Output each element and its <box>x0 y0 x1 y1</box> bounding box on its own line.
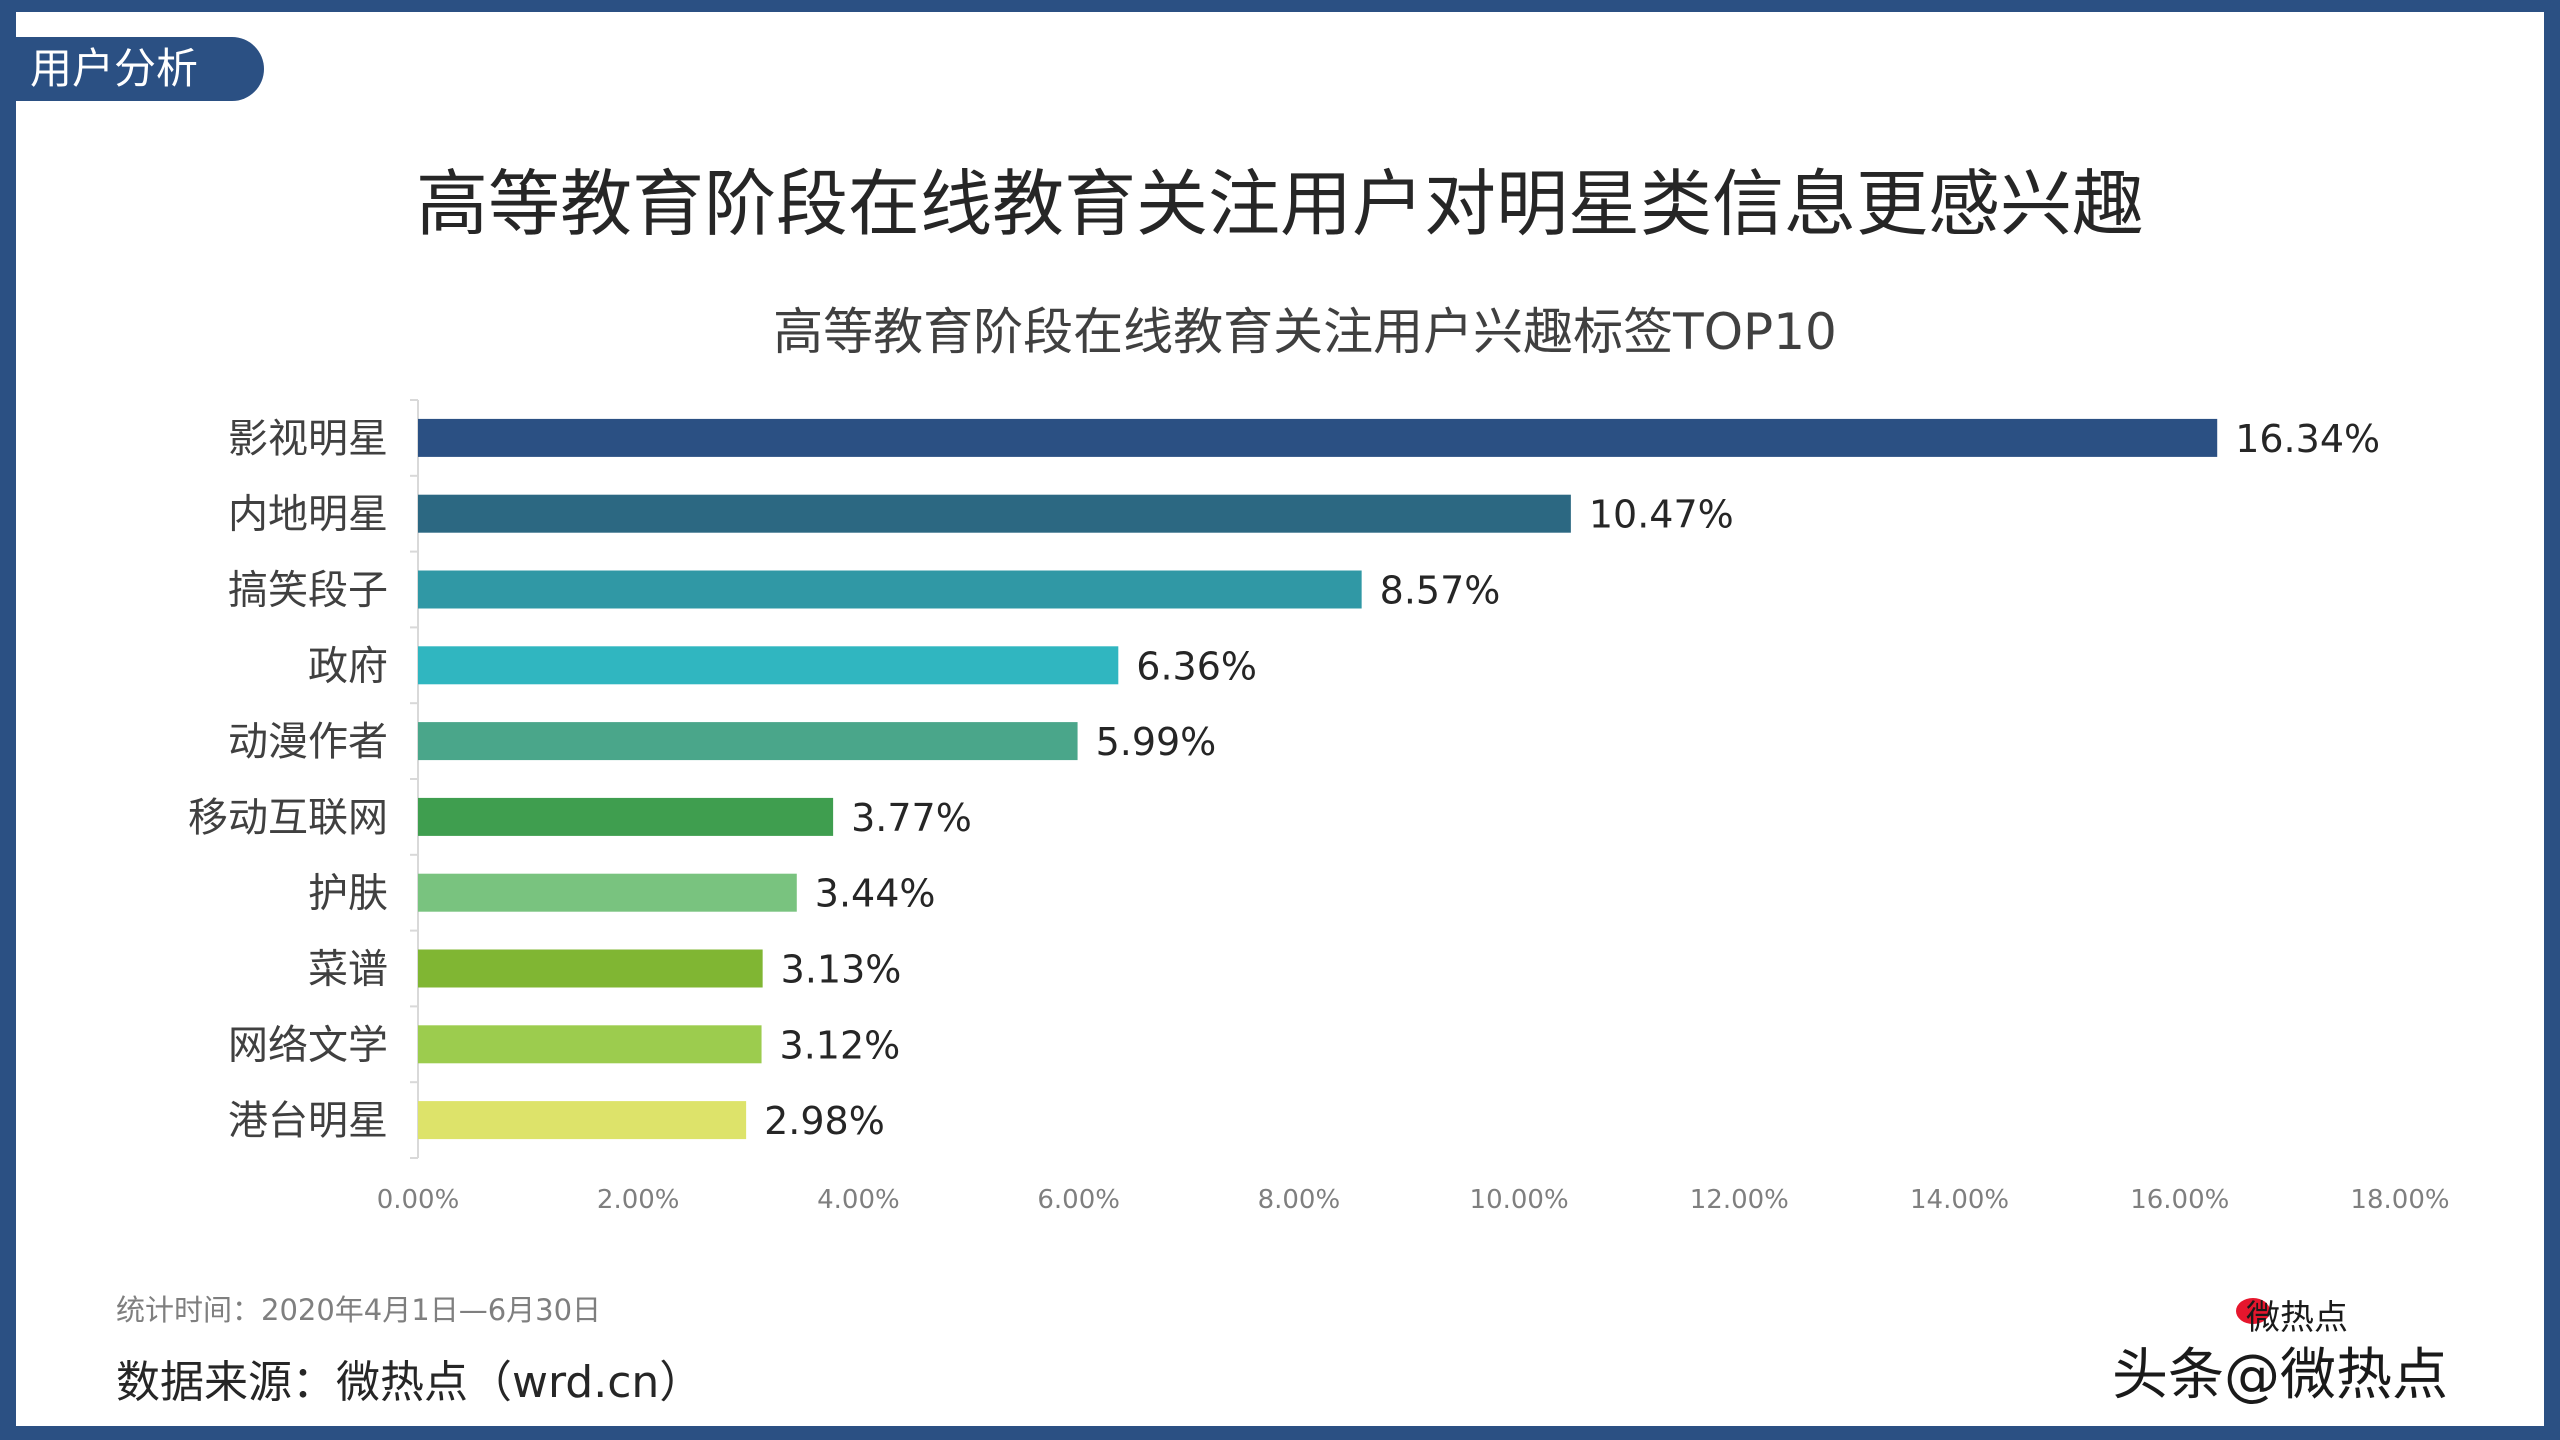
weibo-logo-icon <box>2236 1298 2270 1324</box>
bar <box>418 722 1078 761</box>
bar <box>418 949 763 988</box>
value-label: 10.47% <box>1589 493 1734 537</box>
bar <box>418 646 1119 685</box>
category-label: 菜谱 <box>308 947 388 993</box>
category-label: 搞笑段子 <box>228 568 388 614</box>
category-label: 移动互联网 <box>188 795 388 841</box>
bar <box>418 1101 747 1140</box>
value-label: 3.12% <box>780 1023 901 1067</box>
value-label: 3.44% <box>815 872 936 916</box>
x-tick-label: 18.00% <box>2350 1185 2449 1215</box>
slide-frame <box>16 12 2544 1426</box>
category-label: 港台明星 <box>228 1098 388 1144</box>
value-label: 3.13% <box>781 948 902 992</box>
watermark: 头条@微热点 <box>2112 1343 2448 1408</box>
x-tick-label: 12.00% <box>1690 1185 1789 1215</box>
page-title: 高等教育阶段在线教育关注用户对明星类信息更感兴趣 <box>415 162 2144 246</box>
bar <box>418 418 2218 457</box>
bar <box>418 494 1571 533</box>
data-source: 数据来源：微热点（wrd.cn） <box>116 1357 704 1408</box>
bar <box>418 570 1362 609</box>
chart-title: 高等教育阶段在线教育关注用户兴趣标签TOP10 <box>773 303 1837 361</box>
category-label: 影视明星 <box>228 416 388 462</box>
category-label: 内地明星 <box>228 492 388 538</box>
value-label: 3.77% <box>851 796 972 840</box>
value-label: 6.36% <box>1136 644 1257 688</box>
value-label: 8.57% <box>1380 569 1501 613</box>
value-label: 16.34% <box>2235 417 2380 461</box>
x-tick-label: 14.00% <box>1910 1185 2009 1215</box>
bar <box>418 1025 762 1064</box>
bar <box>418 797 834 836</box>
x-tick-label: 10.00% <box>1470 1185 1569 1215</box>
category-label: 护肤 <box>308 871 388 917</box>
category-label: 网络文学 <box>228 1022 388 1068</box>
x-tick-label: 2.00% <box>597 1185 680 1215</box>
x-tick-label: 6.00% <box>1037 1185 1120 1215</box>
stat-time: 统计时间：2020年4月1日—6月30日 <box>116 1293 602 1327</box>
value-label: 2.98% <box>764 1099 885 1143</box>
watermark-badge: 微热点 <box>2246 1298 2348 1338</box>
section-tag: 用户分析 <box>0 37 264 101</box>
x-tick-label: 8.00% <box>1258 1185 1341 1215</box>
x-tick-label: 0.00% <box>377 1185 460 1215</box>
value-label: 5.99% <box>1096 720 1217 764</box>
category-label: 政府 <box>308 643 388 689</box>
bar <box>418 873 797 912</box>
x-tick-label: 4.00% <box>817 1185 900 1215</box>
x-tick-label: 16.00% <box>2130 1185 2229 1215</box>
category-label: 动漫作者 <box>228 719 388 765</box>
plot-area: 影视明星 16.34% 内地明星 10.47% 搞笑段子 8.57% 政府 6.36% 动漫作者… <box>188 399 2450 1215</box>
